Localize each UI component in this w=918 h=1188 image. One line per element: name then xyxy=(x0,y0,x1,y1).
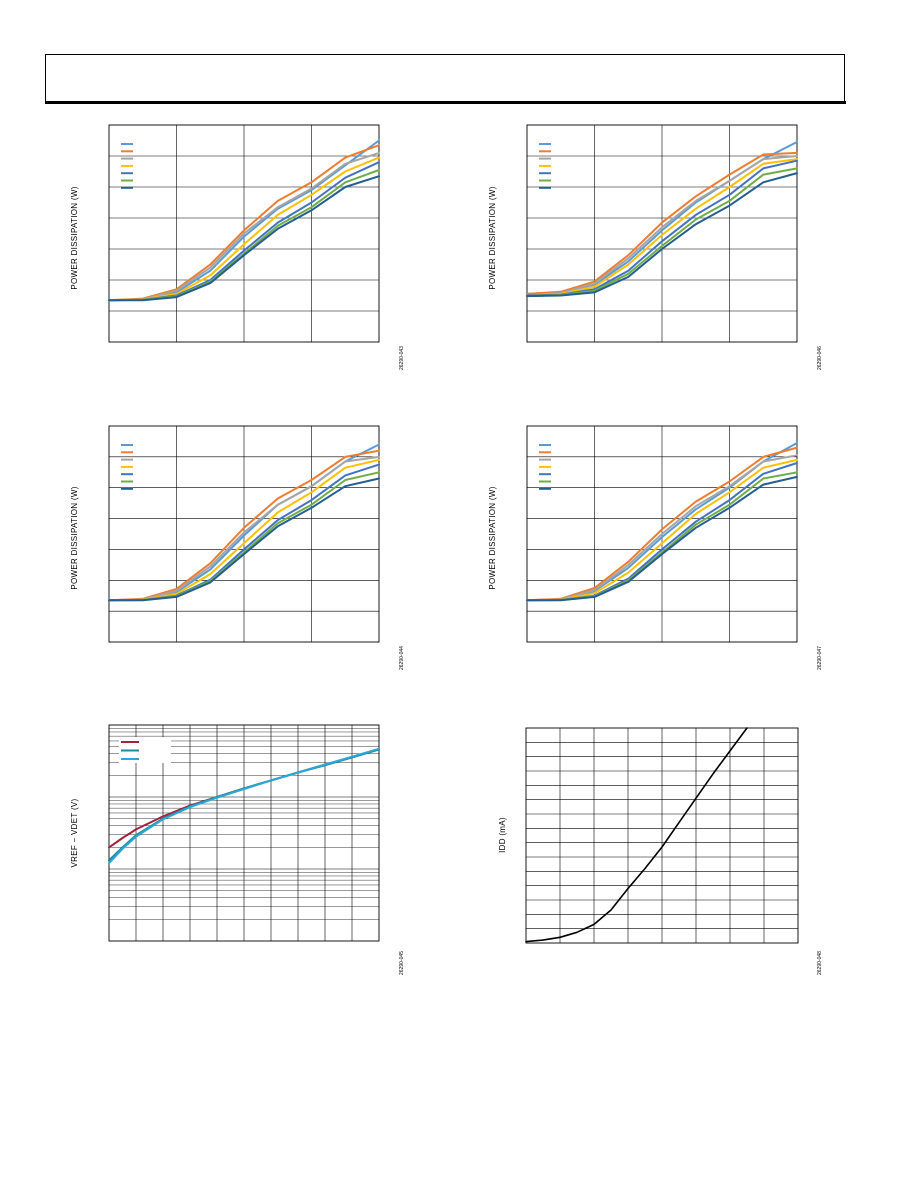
legend xyxy=(539,143,551,189)
series-line xyxy=(526,454,798,602)
figure-code: 26290-047 xyxy=(817,646,823,670)
chart-svg: VREF − VDET (V) 26290-045 xyxy=(70,724,405,975)
figure-code: 26290-044 xyxy=(399,646,405,670)
legend xyxy=(119,737,171,763)
plot-area xyxy=(525,727,799,944)
chart-power-dissipation-1: POWER DISSIPATION (W) 26290-043 xyxy=(60,120,410,380)
plot-area xyxy=(108,124,380,343)
plot-frame xyxy=(108,124,380,343)
series-line xyxy=(526,172,798,298)
chart-vref-vdet: VREF − VDET (V) 26290-045 xyxy=(60,720,410,980)
series-line xyxy=(526,151,798,295)
series-line xyxy=(108,477,380,602)
figure-code: 26290-048 xyxy=(817,951,823,975)
plot-area xyxy=(108,724,380,942)
plot-frame xyxy=(526,124,798,343)
plot-frame xyxy=(108,425,380,643)
series-line xyxy=(108,455,380,602)
legend xyxy=(121,444,133,490)
chart-power-dissipation-2: POWER DISSIPATION (W) 26290-046 xyxy=(478,120,828,380)
series-line xyxy=(525,727,748,943)
series-line xyxy=(108,151,380,302)
figure-code: 26290-043 xyxy=(399,346,405,370)
legend xyxy=(539,444,551,490)
legend xyxy=(121,143,133,189)
chart-svg: IDD (mA) 26290-048 xyxy=(498,727,823,975)
figure-code: 26290-045 xyxy=(399,951,405,975)
y-axis-label: POWER DISSIPATION (W) xyxy=(488,186,497,289)
series-line xyxy=(526,475,798,602)
series-line xyxy=(108,175,380,302)
chart-power-dissipation-4: POWER DISSIPATION (W) 26290-047 xyxy=(478,420,828,680)
chart-svg: POWER DISSIPATION (W) 26290-044 xyxy=(70,425,405,670)
chart-power-dissipation-3: POWER DISSIPATION (W) 26290-044 xyxy=(60,420,410,680)
chart-svg: POWER DISSIPATION (W) 26290-043 xyxy=(70,124,405,370)
series-line xyxy=(526,155,798,297)
plot-area xyxy=(526,124,798,343)
header-box xyxy=(45,54,845,102)
series-line xyxy=(526,158,798,297)
chart-svg: POWER DISSIPATION (W) 26290-046 xyxy=(488,124,823,370)
y-axis-label: POWER DISSIPATION (W) xyxy=(70,186,79,289)
y-axis-label: POWER DISSIPATION (W) xyxy=(488,486,497,589)
y-axis-label: POWER DISSIPATION (W) xyxy=(70,486,79,589)
plot-frame xyxy=(108,724,380,942)
plot-frame xyxy=(525,727,799,944)
y-axis-label: VREF − VDET (V) xyxy=(70,798,79,867)
plot-area xyxy=(108,425,380,643)
series-line xyxy=(526,446,798,602)
series-line xyxy=(108,449,380,602)
header-rule xyxy=(45,101,846,104)
plot-frame xyxy=(526,425,798,643)
chart-idd: IDD (mA) 26290-048 xyxy=(478,720,828,980)
chart-svg: POWER DISSIPATION (W) 26290-047 xyxy=(488,425,823,670)
series-line xyxy=(108,747,380,865)
figure-code: 26290-046 xyxy=(817,346,823,370)
series-line xyxy=(526,458,798,602)
y-axis-label: IDD (mA) xyxy=(498,817,507,853)
